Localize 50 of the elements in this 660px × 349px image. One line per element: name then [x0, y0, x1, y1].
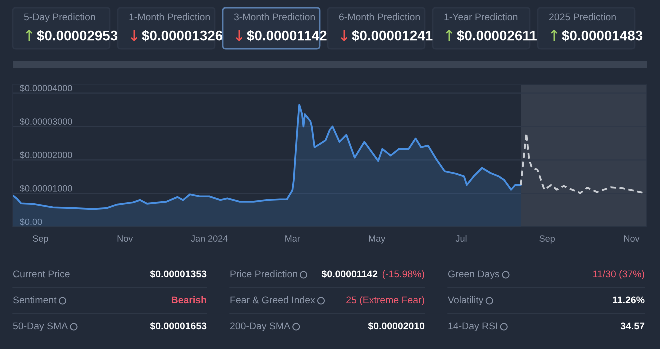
text: Sentiment: [13, 296, 57, 304]
text: 6-Month Prediction: [339, 13, 420, 21]
text: 1-Month Prediction: [130, 13, 210, 21]
text: $0.00002010: [368, 322, 425, 330]
text: $0.00001353: [150, 270, 207, 278]
text: 5-Day Prediction: [24, 13, 96, 23]
text: Current Price: [13, 270, 70, 278]
y-tick-label: $0.00001000: [20, 185, 72, 192]
text: ↓: [341, 30, 348, 42]
text: ↑: [446, 30, 453, 42]
x-tick-label: Nov: [624, 236, 640, 242]
x-tick-label: Sep: [33, 236, 48, 244]
x-tick-label: Jan 2024: [191, 236, 228, 242]
text: $0.00001142: [322, 270, 378, 278]
text: ↑: [551, 30, 558, 42]
text: 2025 Prediction: [549, 13, 616, 21]
y-tick-label: $0.00002000: [20, 152, 72, 159]
text: 1-Year Prediction: [444, 13, 518, 21]
text: 50-Day SMA: [13, 322, 68, 332]
text: $0.00001653: [150, 322, 207, 330]
text: 3-Month Prediction: [234, 13, 315, 21]
text: ↓: [131, 30, 138, 42]
text: 11/30 (37%): [594, 270, 644, 280]
text: 11.26%: [613, 296, 645, 304]
text: $0.00001142: [247, 30, 327, 42]
text: Price Prediction: [230, 270, 298, 278]
x-tick-label: Jul: [456, 235, 467, 242]
x-tick-label: Sep: [540, 236, 555, 244]
x-tick-label: Mar: [286, 236, 300, 242]
text: (-15.98%): [382, 270, 424, 280]
text: 25 (Extreme Fear): [346, 296, 424, 306]
x-tick-label: Nov: [118, 236, 134, 242]
text: 34.57: [620, 322, 645, 330]
text: $0.00002953: [37, 30, 118, 42]
text: ↓: [236, 30, 243, 42]
text: 200-Day SMA: [230, 322, 290, 332]
text: Volatility: [448, 296, 484, 306]
y-tick-label: $0.00003000: [20, 118, 72, 126]
text: $0.00001241: [352, 30, 433, 42]
text: $0.00002611: [457, 30, 537, 42]
y-tick-label: $0.00: [20, 218, 42, 226]
y-tick-label: $0.00004000: [20, 84, 72, 92]
text: $0.00001326: [142, 30, 223, 42]
x-tick-label: May: [369, 236, 386, 244]
text: Fear & Greed Index: [230, 296, 316, 304]
text: $0.00001483: [562, 30, 643, 42]
text: ↑: [26, 30, 33, 42]
text: 14-Day RSI: [448, 322, 498, 332]
text: Green Days: [448, 270, 500, 280]
text: Bearish: [172, 296, 206, 304]
